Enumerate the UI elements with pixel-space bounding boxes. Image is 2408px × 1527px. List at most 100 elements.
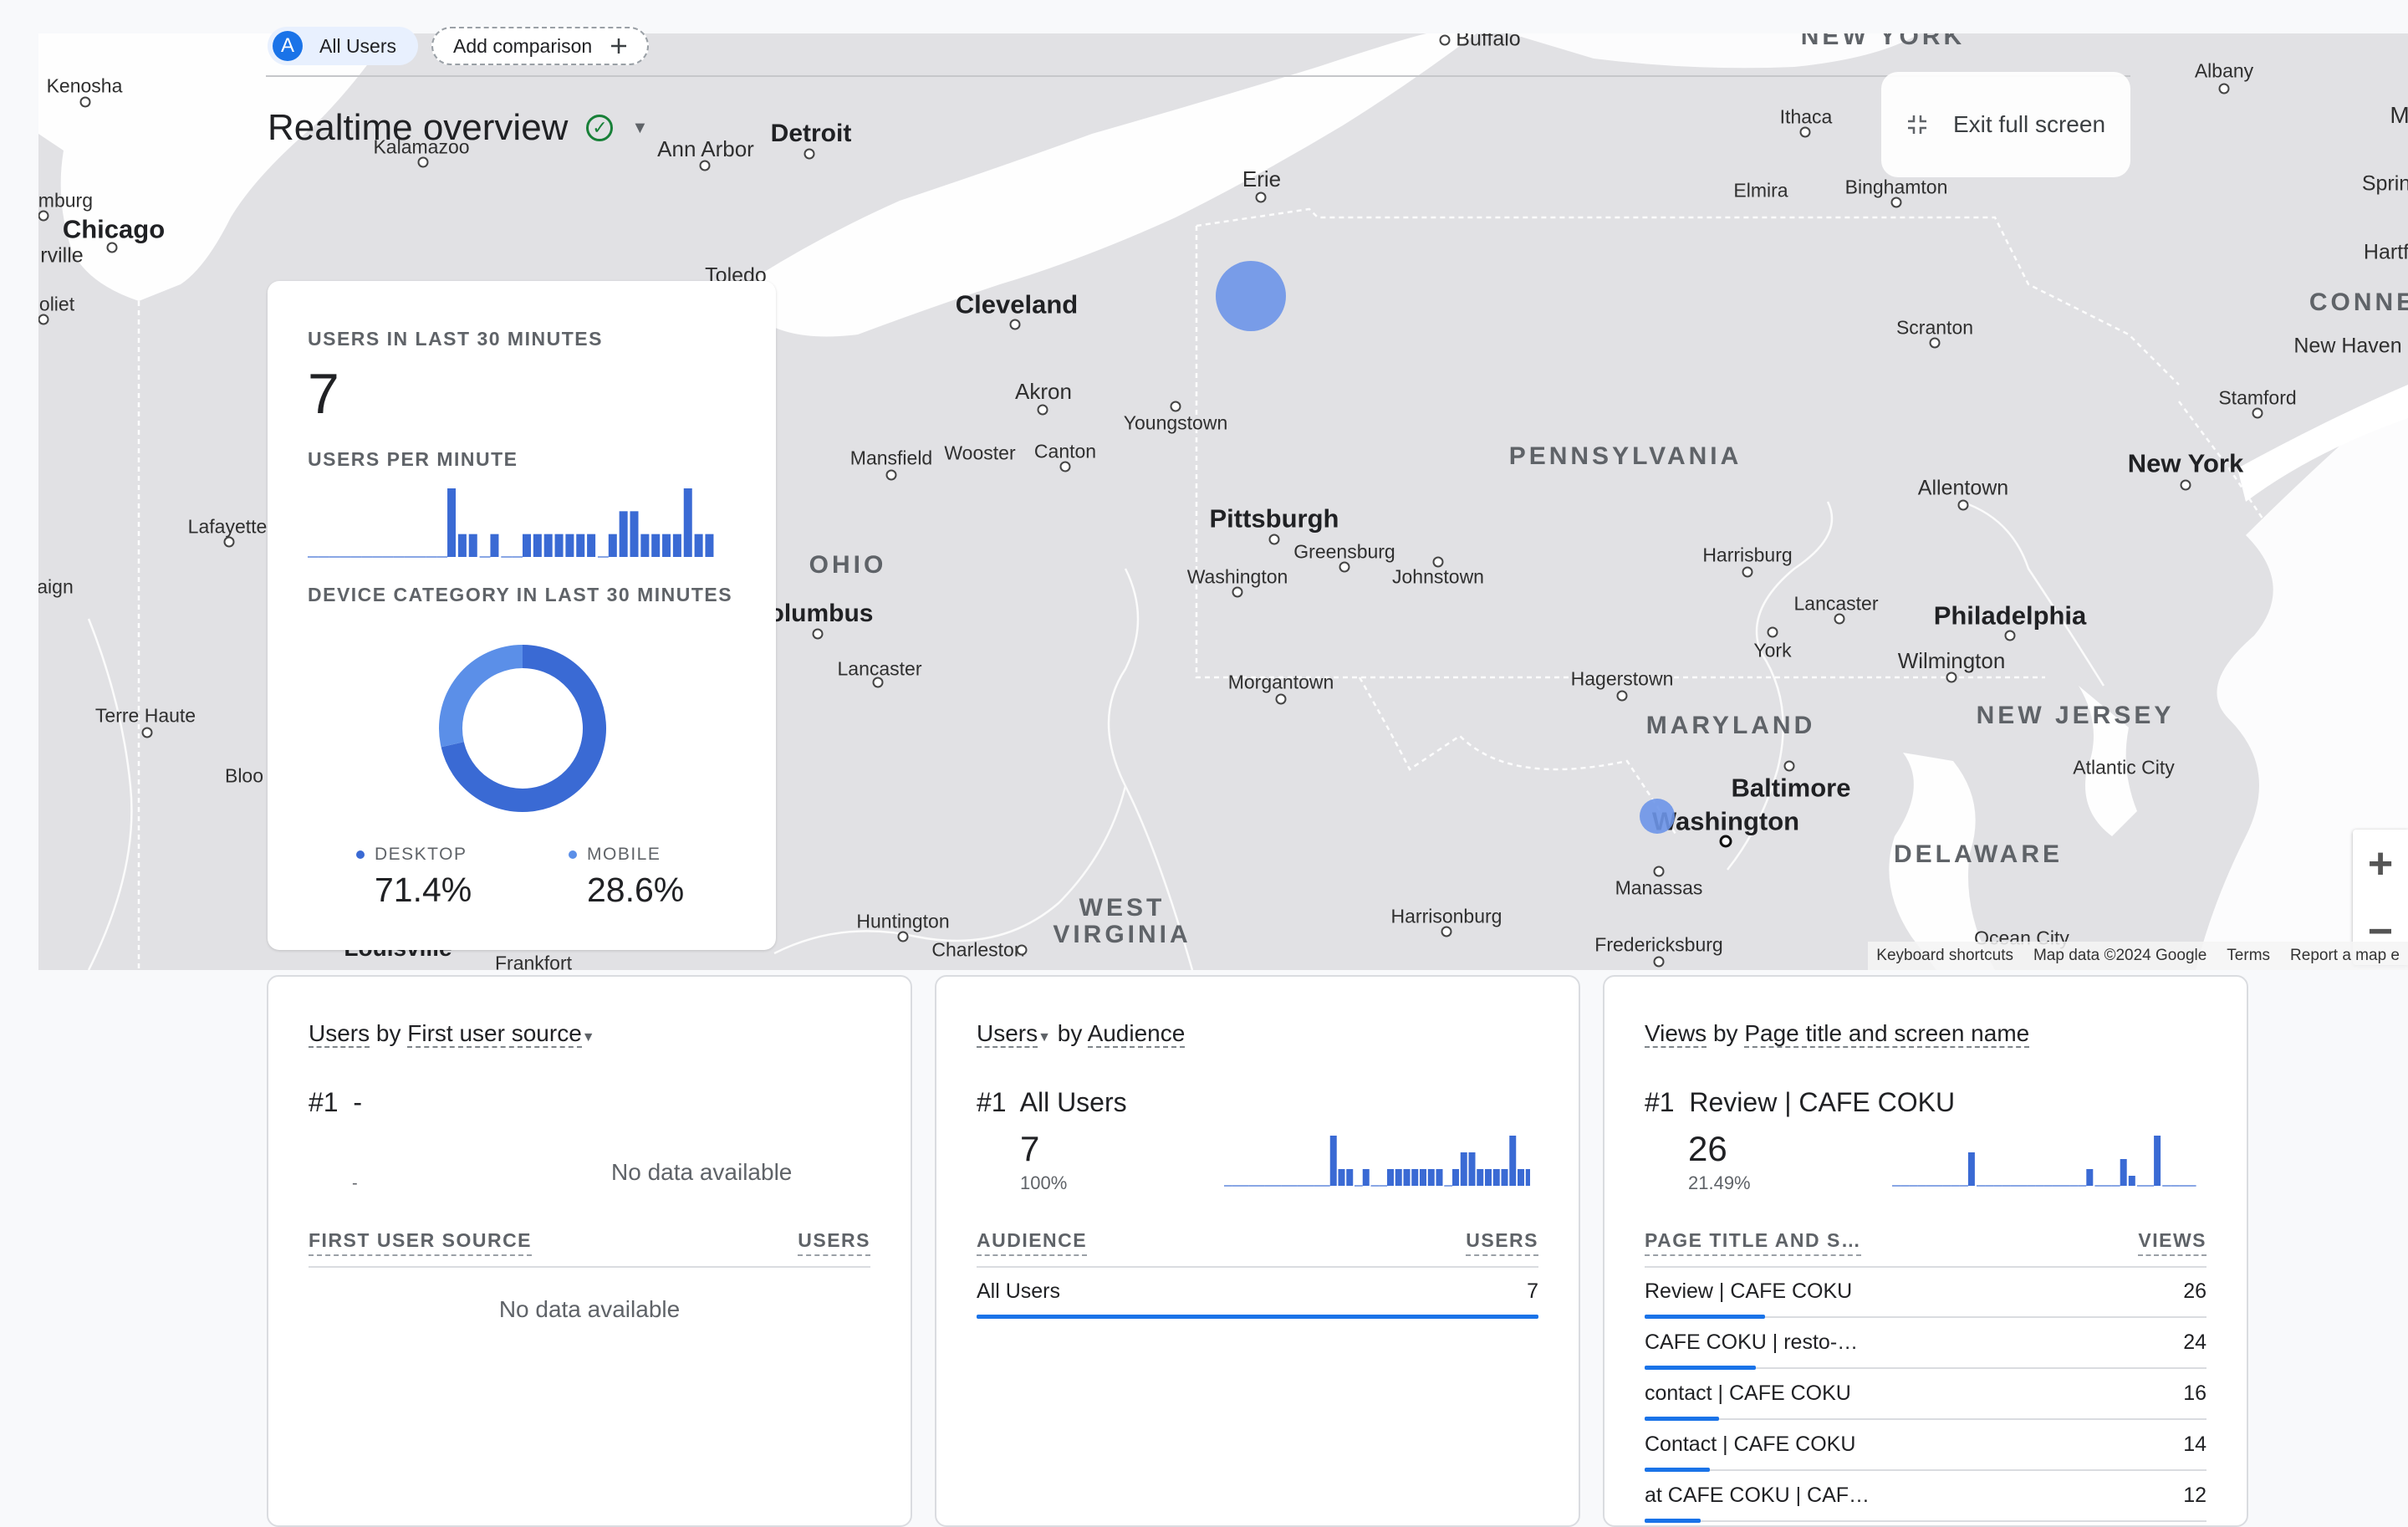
sparkline-bar[interactable] — [1436, 1169, 1443, 1186]
sparkline-bar[interactable] — [1501, 1169, 1508, 1186]
terms-link[interactable]: Terms — [2227, 947, 2271, 964]
sparkline-bar[interactable] — [1452, 1169, 1459, 1186]
row-share-bar — [1645, 1519, 1701, 1523]
sparkline-bar[interactable] — [1362, 1169, 1370, 1186]
legend-mobile: MOBILE — [569, 845, 661, 865]
sparkline-bar[interactable] — [1338, 1169, 1345, 1186]
active-users-bubble[interactable] — [1216, 261, 1286, 331]
sparkline-bar[interactable] — [1329, 1136, 1337, 1186]
sparkline-bar[interactable] — [640, 534, 650, 557]
table-header: PAGE TITLE AND S… VIEWS — [1645, 1229, 2206, 1268]
sparkline-bar[interactable] — [1427, 1169, 1435, 1186]
dimension-selector[interactable]: Audience — [1087, 1020, 1186, 1048]
keyboard-shortcuts-link[interactable]: Keyboard shortcuts — [1876, 947, 2013, 964]
sparkline-bar[interactable] — [587, 534, 596, 557]
top-item-value: 26 — [1688, 1129, 1727, 1168]
col-views[interactable]: VIEWS — [2138, 1229, 2206, 1256]
dimension-selector[interactable]: First user source — [407, 1020, 582, 1048]
table-row[interactable]: at CAFE COKU | CAF… 12 — [1645, 1470, 2206, 1523]
sparkline-bar[interactable] — [457, 534, 467, 557]
donut-slice-mobile[interactable] — [439, 645, 523, 748]
sparkline-bar[interactable] — [543, 534, 553, 557]
sparkline-bar[interactable] — [1395, 1169, 1402, 1186]
sparkline-bar[interactable] — [608, 534, 617, 557]
state-new-york: NEW YORK — [1800, 33, 1966, 50]
table-row[interactable]: CAFE COKU | resto-… 24 — [1645, 1317, 2206, 1370]
sparkline-bar[interactable] — [662, 534, 671, 557]
sparkline-bar[interactable] — [1485, 1169, 1492, 1186]
sparkline-bar[interactable] — [447, 488, 457, 557]
zoom-in-button[interactable]: + — [2367, 839, 2394, 888]
sparkline-bar[interactable] — [1411, 1169, 1419, 1186]
sparkline-bar[interactable] — [2086, 1169, 2094, 1186]
sparkline-bar[interactable] — [1518, 1169, 1524, 1186]
sparkline-bar[interactable] — [651, 534, 661, 557]
col-users[interactable]: USERS — [798, 1229, 870, 1256]
place-kenosha: Kenosha — [46, 74, 123, 97]
sparkline-bar[interactable] — [533, 534, 542, 557]
metric-selector[interactable]: Users — [977, 1020, 1038, 1048]
sparkline-bar[interactable] — [576, 534, 585, 557]
sparkline-bar[interactable] — [2154, 1136, 2161, 1186]
sparkline-bar[interactable] — [1387, 1169, 1394, 1186]
col-audience[interactable]: AUDIENCE — [977, 1229, 1088, 1256]
device-donut-chart[interactable] — [435, 641, 610, 816]
sparkline-baseline — [1993, 1185, 2002, 1187]
sparkline-bar[interactable] — [1346, 1169, 1354, 1186]
sparkline-bar[interactable] — [523, 534, 531, 557]
col-page-title[interactable]: PAGE TITLE AND S… — [1645, 1229, 1862, 1256]
sparkline-bar[interactable] — [1525, 1169, 1530, 1186]
table-row[interactable]: Contact | CAFE COKU 14 — [1645, 1419, 2206, 1472]
sparkline-baseline — [1977, 1185, 1986, 1187]
caret-down-icon[interactable]: ▼ — [631, 118, 649, 137]
sparkline-bar[interactable] — [468, 534, 477, 557]
report-map-error-link[interactable]: Report a map e — [2290, 947, 2400, 964]
page-title-text: Realtime overview — [268, 107, 569, 148]
place-springfield: Sprin — [2361, 171, 2408, 196]
place-albany: Albany — [2194, 59, 2254, 82]
caret-down-icon[interactable]: ▼ — [581, 1030, 595, 1044]
top-item-sparkline[interactable] — [1889, 1136, 2198, 1189]
sparkline-bar[interactable] — [1420, 1169, 1426, 1186]
top-item-name: Review | CAFE COKU — [1689, 1087, 1956, 1117]
sparkline-bar[interactable] — [694, 534, 703, 557]
sparkline-bar[interactable] — [490, 534, 499, 557]
metric-selector[interactable]: Views — [1645, 1020, 1707, 1048]
segment-chip-all-users[interactable]: A All Users — [268, 27, 418, 65]
sparkline-bar[interactable] — [619, 511, 628, 557]
active-users-bubble[interactable] — [1640, 799, 1675, 834]
sparkline-bar[interactable] — [1460, 1152, 1467, 1186]
sparkline-bar[interactable] — [2120, 1159, 2127, 1186]
sparkline-baseline — [415, 556, 426, 558]
table-row[interactable]: contact | CAFE COKU 16 — [1645, 1368, 2206, 1421]
dimension-selector[interactable]: Page title and screen name — [1744, 1020, 2030, 1048]
col-users[interactable]: USERS — [1466, 1229, 1538, 1256]
city-marker — [1037, 404, 1048, 416]
sparkline-bar[interactable] — [1468, 1152, 1476, 1186]
donut-slice-desktop[interactable] — [441, 645, 606, 812]
exit-full-screen-button[interactable]: Exit full screen — [1881, 72, 2130, 177]
sparkline-bar[interactable] — [672, 534, 681, 557]
users-per-minute-chart[interactable] — [268, 281, 776, 565]
sparkline-bar[interactable] — [705, 534, 714, 557]
add-comparison-button[interactable]: Add comparison — [431, 27, 649, 65]
top-item-sparkline[interactable] — [1221, 1136, 1530, 1189]
table-row[interactable]: Review | CAFE COKU 26 — [1645, 1266, 2206, 1319]
sparkline-bar[interactable] — [1492, 1169, 1500, 1186]
sparkline-baseline — [2052, 1185, 2061, 1187]
sparkline-bar[interactable] — [1477, 1169, 1484, 1186]
table-row[interactable]: All Users 7 — [977, 1266, 1538, 1319]
sparkline-bar[interactable] — [683, 488, 692, 557]
sparkline-bar[interactable] — [565, 534, 574, 557]
map-terrain — [38, 33, 2408, 970]
sparkline-bar[interactable] — [2128, 1176, 2135, 1186]
sparkline-bar[interactable] — [630, 511, 639, 557]
sparkline-bar[interactable] — [1967, 1152, 1975, 1186]
sparkline-bar[interactable] — [1509, 1136, 1517, 1186]
col-first-user-source[interactable]: FIRST USER SOURCE — [309, 1229, 533, 1256]
sparkline-bar[interactable] — [554, 534, 564, 557]
caret-down-icon[interactable]: ▼ — [1038, 1030, 1051, 1044]
place-washington-pa: Washington — [1186, 565, 1288, 588]
sparkline-bar[interactable] — [1403, 1169, 1411, 1186]
metric-selector[interactable]: Users — [309, 1020, 370, 1048]
